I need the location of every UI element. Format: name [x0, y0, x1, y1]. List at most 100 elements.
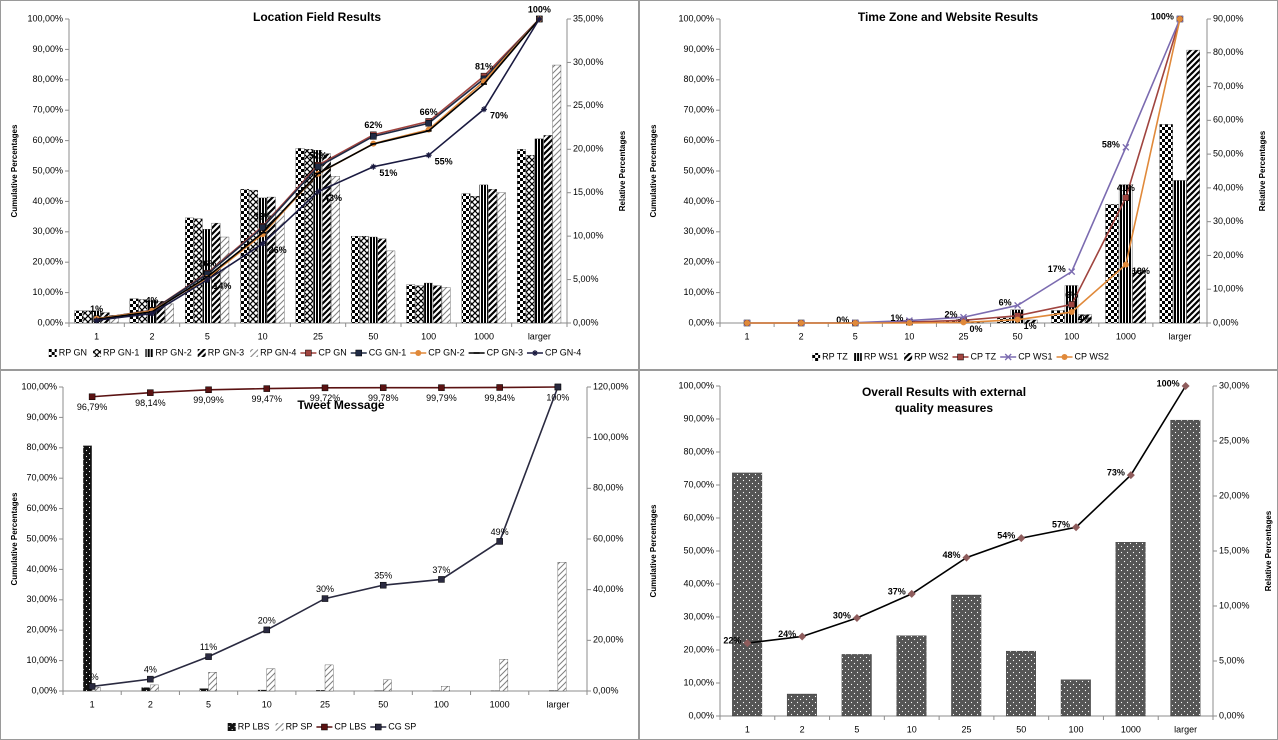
bar: [1173, 180, 1187, 324]
legend-label: CP LBS: [334, 721, 366, 731]
point: [1176, 16, 1183, 22]
data-label: 37%: [888, 586, 906, 596]
bar: [951, 594, 982, 717]
x-tick-label: 1000: [1121, 724, 1141, 734]
point: [962, 553, 971, 562]
x-tick-label: 1: [94, 331, 99, 341]
bar: [517, 149, 526, 324]
x-tick-label: 50: [378, 699, 388, 709]
bar: [543, 135, 553, 324]
bar: [313, 150, 323, 324]
point: [88, 393, 96, 401]
data-label: 14%: [213, 281, 231, 291]
data-label: 19%: [1132, 266, 1150, 276]
bar: [165, 303, 174, 324]
bar: [461, 193, 471, 324]
x-tick-label: 1: [745, 724, 750, 734]
x-tick-label: larger: [528, 331, 551, 341]
x-tick-label: 1000: [1116, 331, 1136, 341]
data-label: 16%: [198, 259, 216, 269]
data-label: 1%: [90, 304, 103, 314]
y2-tick-label: 90,00%: [1213, 13, 1244, 23]
bar: [732, 472, 763, 717]
bar: [185, 217, 194, 324]
y2-tick-label: 25,00%: [573, 100, 604, 110]
chart-title: Tweet Message: [297, 398, 385, 412]
y-tick-label: 10,00%: [683, 287, 714, 297]
bar: [415, 285, 424, 324]
legend: RP LBS RP SP CP LBS CG SP: [227, 721, 416, 731]
y-tick-label: 40,00%: [26, 564, 57, 574]
bar: [479, 184, 489, 324]
y-tick-label: 90,00%: [683, 413, 714, 423]
bar: [1105, 204, 1119, 324]
data-label: 66%: [420, 107, 438, 117]
data-label: 1%: [1024, 321, 1037, 331]
data-label: 0%: [836, 315, 849, 325]
bar: [266, 196, 276, 324]
data-label: 99,47%: [252, 394, 283, 404]
y-tick-label: 70,00%: [683, 105, 714, 115]
point: [147, 389, 154, 396]
data-label: 99,79%: [426, 393, 457, 403]
y2-tick-label: 120,00%: [593, 381, 629, 391]
point: [1126, 471, 1135, 480]
legend: RP TZ RP WS1 RP WS2 CP TZ CP WS1 CP WS2: [812, 351, 1109, 361]
data-label: 57%: [1052, 520, 1070, 530]
point: [315, 188, 321, 195]
data-label: 35%: [374, 571, 392, 581]
x-tick-label: 1: [745, 331, 750, 341]
bar: [383, 679, 392, 692]
legend-label: CG SP: [388, 721, 416, 731]
y-tick-label: 60,00%: [32, 135, 63, 145]
x-tick-label: 5: [854, 724, 859, 734]
y2-tick-label: 80,00%: [1213, 47, 1244, 57]
y-tick-label: 80,00%: [683, 74, 714, 84]
bar: [220, 236, 230, 324]
y2-tick-label: 30,00%: [573, 57, 604, 67]
bar: [1024, 319, 1038, 324]
data-label: 41%: [1117, 183, 1135, 193]
chart-panel: 0,00% 10,00% 20,00% 30,00% 40,00% 50,00% 60,00…: [639, 0, 1278, 370]
bar: [786, 693, 817, 717]
bar: [351, 235, 360, 324]
chart: 0,00%10,00%20,00%30,00%40,00%50,00%60,00…: [649, 11, 1267, 361]
chart: 0,00%10,00%20,00%30,00%40,00%50,00%60,00…: [10, 381, 629, 731]
bar: [1078, 314, 1092, 324]
point: [1017, 534, 1026, 543]
x-tick-label: 10: [907, 724, 917, 734]
bar: [129, 298, 139, 324]
data-label: 30%: [833, 610, 851, 620]
legend-swatch: [904, 353, 913, 361]
x-tick-label: 1000: [474, 331, 494, 341]
point: [355, 349, 363, 357]
point: [960, 313, 967, 321]
x-tick-label: 5: [206, 699, 211, 709]
bar: [557, 562, 567, 692]
x-tick-label: 2: [149, 331, 154, 341]
point: [1014, 301, 1022, 309]
data-label: 0%: [970, 324, 983, 334]
x-tick-label: 5: [205, 331, 210, 341]
chart: 0,00%10,00%20,00%30,00%40,00%50,00%60,00…: [649, 378, 1273, 734]
y-tick-label: 90,00%: [26, 412, 57, 422]
x-tick-label: 2: [799, 331, 804, 341]
data-label: 4%: [144, 665, 157, 675]
y-tick-label: 0,00%: [688, 317, 714, 327]
y-tick-label: 20,00%: [683, 644, 714, 654]
y2-tick-label: 80,00%: [593, 483, 624, 493]
data-label: 6%: [1065, 290, 1078, 300]
bar: [499, 659, 509, 692]
data-label: 49%: [491, 527, 509, 537]
x-tick-label: 5: [853, 331, 858, 341]
y-tick-label: 70,00%: [32, 105, 63, 115]
data-label: 99,84%: [484, 393, 515, 403]
y2-axis-title: Relative Percentages: [1264, 510, 1273, 591]
data-label: 73%: [1107, 467, 1125, 477]
bar: [488, 189, 497, 324]
legend-swatch: [853, 353, 862, 361]
legend-label: RP WS1: [864, 351, 898, 361]
bar: [74, 310, 84, 324]
data-label: 55%: [435, 157, 453, 167]
